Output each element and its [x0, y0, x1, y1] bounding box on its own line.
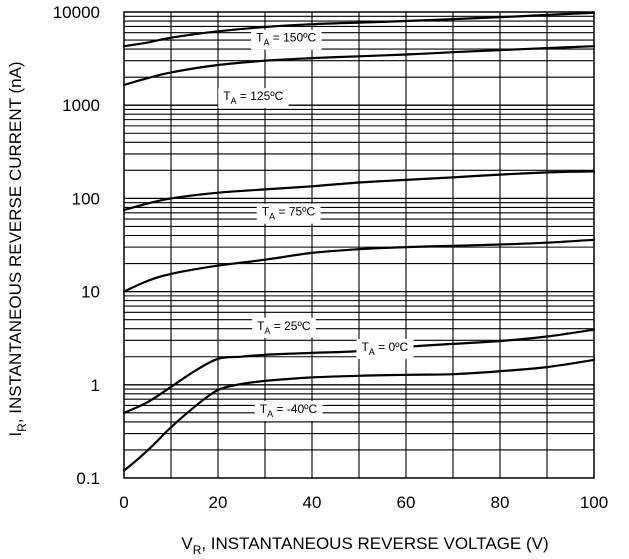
- series-label-text: TA = 150ºC: [256, 31, 316, 48]
- series-label-text: TA = -40ºC: [260, 402, 318, 419]
- y-tick-labels: 0.1 1 10 100 1000 10000: [53, 3, 100, 488]
- y-tick-label: 10: [81, 283, 100, 302]
- x-tick-label: 60: [397, 493, 416, 512]
- series-label: TA = 0ºC: [356, 338, 414, 359]
- series-line: [122, 11, 596, 48]
- series-label-text: TA = 25ºC: [257, 319, 311, 336]
- x-tick-label: 100: [580, 493, 608, 512]
- curve-labels: TA = 150ºC TA = 125ºC TA = 75ºC TA = 25ºC TA…: [218, 29, 414, 421]
- x-tick-label: 20: [209, 493, 228, 512]
- series-line: [122, 170, 596, 212]
- x-tick-label: 0: [119, 493, 128, 512]
- series-label-text: TA = 75ºC: [262, 205, 316, 222]
- y-tick-label: 1: [91, 376, 100, 395]
- x-axis-title: VR, INSTANTANEOUS REVERSE VOLTAGE (V): [181, 534, 548, 557]
- series-label-bg: [218, 88, 289, 109]
- series-label-bg: [254, 400, 323, 421]
- series-label: TA = 25ºC: [252, 317, 316, 338]
- y-tick-label: 0.1: [76, 469, 100, 488]
- y-tick-label: 100: [72, 189, 100, 208]
- series-label-text: TA = 125ºC: [223, 89, 283, 106]
- series-label: TA = 150ºC: [251, 29, 322, 50]
- series-label-bg: [356, 338, 414, 359]
- series-line: [122, 45, 596, 86]
- series-line: [122, 358, 596, 472]
- series-label-bg: [251, 29, 322, 50]
- series-label: TA = -40ºC: [254, 400, 323, 421]
- plot-frame: [123, 11, 595, 479]
- series-label-bg: [252, 317, 316, 338]
- curves: [122, 11, 596, 472]
- x-tick-labels: 0 20 40 60 80 100: [119, 493, 608, 512]
- series-line: [122, 328, 596, 414]
- series-label: TA = 125ºC: [218, 88, 289, 109]
- x-tick-label: 40: [303, 493, 322, 512]
- y-axis-title: IR, INSTANTANEOUS REVERSE CURRENT (nA): [6, 61, 29, 436]
- grid: [124, 12, 594, 478]
- series-label-bg: [256, 203, 321, 224]
- series-line: [122, 238, 596, 293]
- x-tick-label: 80: [491, 493, 510, 512]
- y-tick-label: 1000: [62, 96, 100, 115]
- series-label: TA = 75ºC: [256, 203, 321, 224]
- y-tick-label: 10000: [53, 3, 100, 22]
- series-label-text: TA = 0ºC: [361, 340, 408, 357]
